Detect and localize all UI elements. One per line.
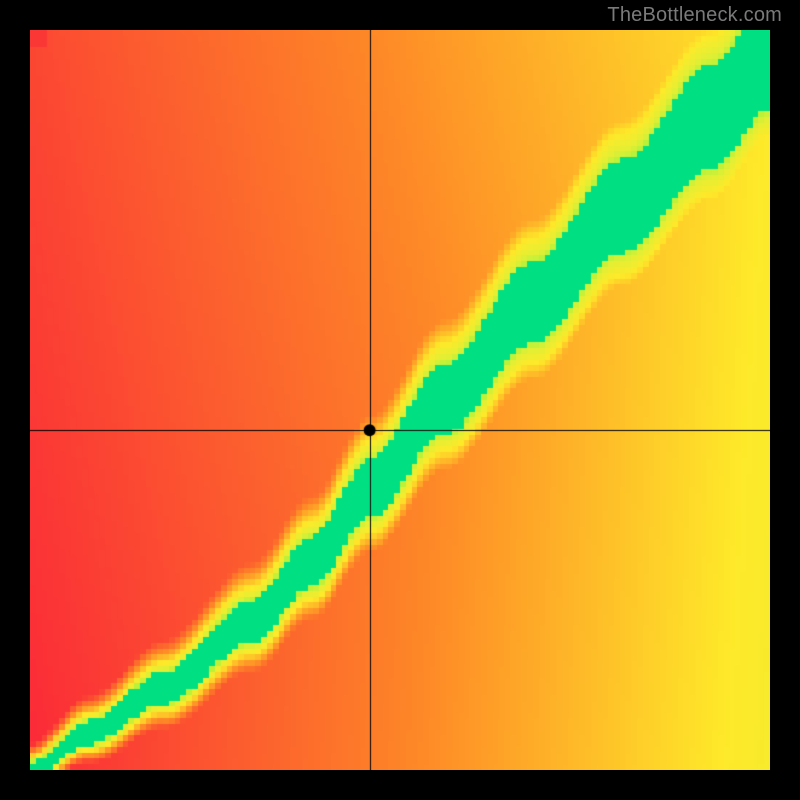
chart-frame: TheBottleneck.com — [0, 0, 800, 800]
plot-area — [30, 30, 770, 770]
watermark-text: TheBottleneck.com — [607, 4, 782, 27]
heatmap-canvas — [30, 30, 770, 770]
